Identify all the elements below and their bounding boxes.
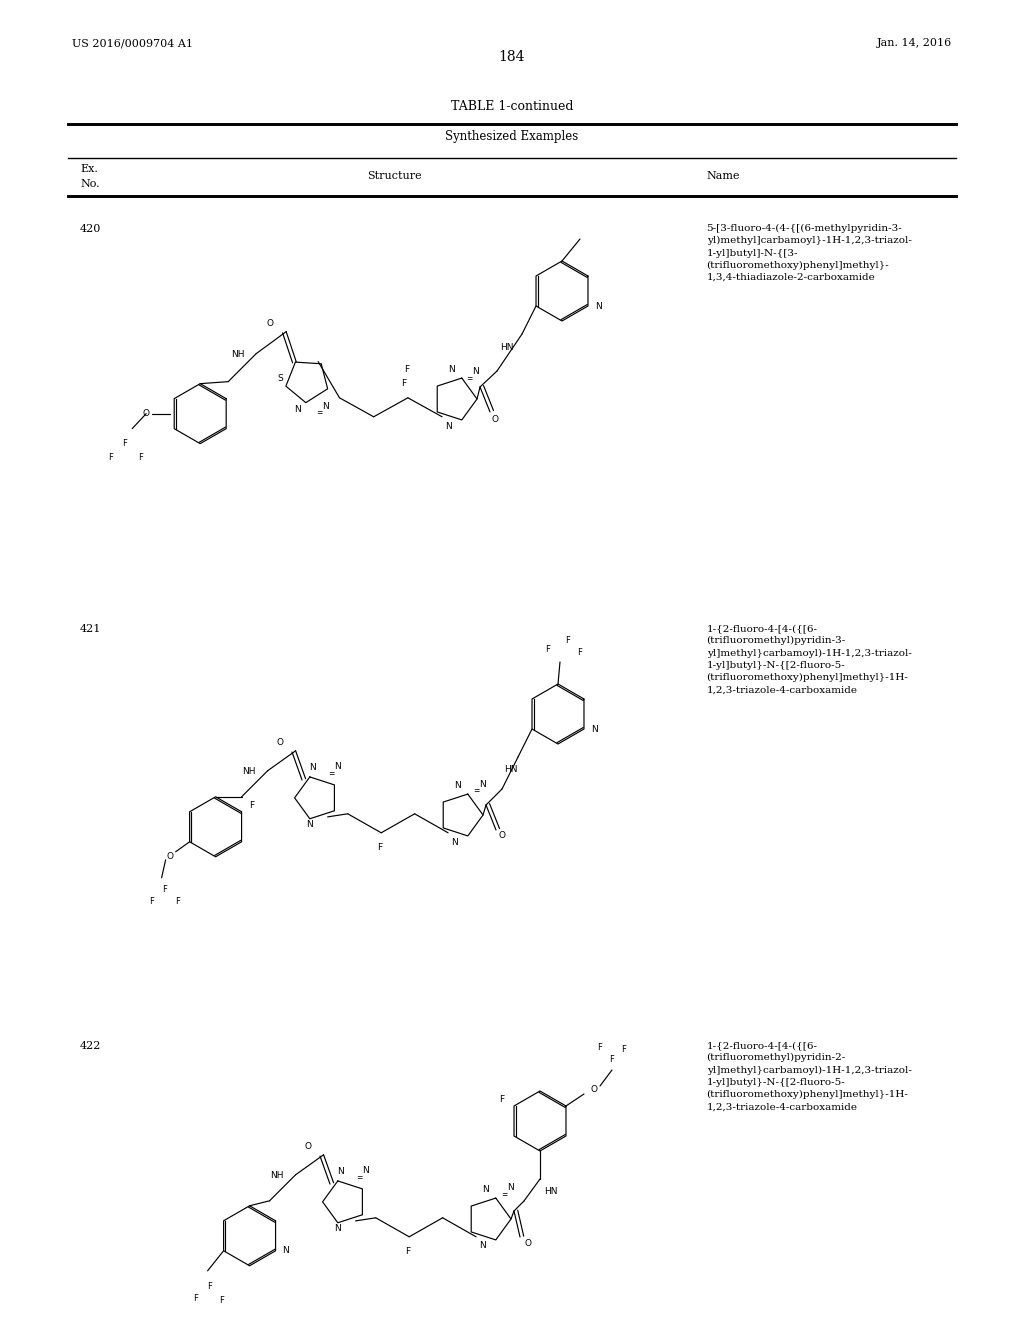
- Text: F: F: [401, 379, 407, 388]
- Text: N: N: [507, 1184, 513, 1192]
- Text: N: N: [472, 367, 478, 375]
- Text: S: S: [278, 374, 283, 383]
- Text: N: N: [334, 1225, 341, 1233]
- Text: Jan. 14, 2016: Jan. 14, 2016: [877, 38, 952, 48]
- Text: N: N: [451, 837, 458, 846]
- Text: NH: NH: [242, 767, 256, 776]
- Text: F: F: [207, 1282, 212, 1291]
- Text: No.: No.: [80, 180, 99, 189]
- Text: Ex.: Ex.: [80, 164, 98, 174]
- Text: F: F: [598, 1044, 602, 1052]
- Text: N: N: [444, 421, 452, 430]
- Text: =: =: [501, 1191, 507, 1200]
- Text: Synthesized Examples: Synthesized Examples: [445, 129, 579, 143]
- Text: NH: NH: [230, 350, 244, 359]
- Text: O: O: [142, 409, 150, 418]
- Text: F: F: [219, 1296, 224, 1305]
- Text: 1-{2-fluoro-4-[4-({[6-
(trifluoromethyl)pyridin-2-
yl]methyl}carbamoyl)-1H-1,2,3: 1-{2-fluoro-4-[4-({[6- (trifluoromethyl)…: [707, 1041, 911, 1111]
- Text: HN: HN: [501, 342, 514, 351]
- Text: O: O: [524, 1238, 531, 1247]
- Text: O: O: [499, 830, 506, 840]
- Text: F: F: [404, 364, 410, 374]
- Text: 1-{2-fluoro-4-[4-({[6-
(trifluoromethyl)pyridin-3-
yl]methyl}carbamoyl)-1H-1,2,3: 1-{2-fluoro-4-[4-({[6- (trifluoromethyl)…: [707, 624, 911, 694]
- Text: Structure: Structure: [367, 172, 422, 181]
- Text: N: N: [309, 763, 316, 772]
- Text: N: N: [337, 1167, 344, 1176]
- Text: F: F: [175, 898, 180, 907]
- Text: N: N: [362, 1167, 369, 1175]
- Text: =: =: [316, 408, 323, 417]
- Text: F: F: [578, 648, 583, 656]
- Text: F: F: [162, 886, 167, 894]
- Text: N: N: [595, 301, 602, 310]
- Text: N: N: [591, 725, 598, 734]
- Text: =: =: [356, 1173, 362, 1183]
- Text: F: F: [194, 1295, 198, 1303]
- Text: 5-[3-fluoro-4-(4-{[(6-methylpyridin-3-
yl)methyl]carbamoyl}-1H-1,2,3-triazol-
1-: 5-[3-fluoro-4-(4-{[(6-methylpyridin-3- y…: [707, 224, 911, 282]
- Text: O: O: [492, 414, 499, 424]
- Text: 422: 422: [80, 1041, 101, 1051]
- Text: N: N: [481, 1184, 488, 1193]
- Text: =: =: [466, 375, 472, 384]
- Text: F: F: [377, 843, 382, 853]
- Text: F: F: [609, 1056, 614, 1064]
- Text: NH: NH: [270, 1171, 284, 1180]
- Text: =: =: [329, 770, 335, 779]
- Text: F: F: [249, 801, 254, 810]
- Text: N: N: [334, 763, 341, 771]
- Text: O: O: [166, 853, 173, 861]
- Text: 184: 184: [499, 50, 525, 63]
- Text: F: F: [500, 1096, 505, 1105]
- Text: N: N: [306, 820, 313, 829]
- Text: F: F: [404, 1247, 410, 1257]
- Text: N: N: [447, 364, 455, 374]
- Text: F: F: [108, 453, 113, 462]
- Text: O: O: [591, 1085, 597, 1093]
- Text: O: O: [266, 319, 273, 329]
- Text: N: N: [322, 403, 329, 412]
- Text: F: F: [546, 644, 551, 653]
- Text: F: F: [622, 1045, 627, 1055]
- Text: HN: HN: [544, 1187, 557, 1196]
- Text: N: N: [478, 1242, 485, 1250]
- Text: O: O: [304, 1142, 311, 1151]
- Text: O: O: [276, 738, 283, 747]
- Text: US 2016/0009704 A1: US 2016/0009704 A1: [72, 38, 193, 48]
- Text: F: F: [565, 635, 570, 644]
- Text: F: F: [150, 898, 154, 907]
- Text: HN: HN: [505, 764, 518, 774]
- Text: N: N: [283, 1246, 290, 1255]
- Text: Name: Name: [707, 172, 740, 181]
- Text: N: N: [454, 780, 461, 789]
- Text: F: F: [138, 453, 142, 462]
- Text: N: N: [478, 780, 485, 788]
- Text: N: N: [294, 405, 301, 414]
- Text: F: F: [122, 440, 127, 449]
- Text: 420: 420: [80, 224, 101, 234]
- Text: 421: 421: [80, 624, 101, 634]
- Text: =: =: [473, 787, 479, 796]
- Text: TABLE 1-continued: TABLE 1-continued: [451, 100, 573, 114]
